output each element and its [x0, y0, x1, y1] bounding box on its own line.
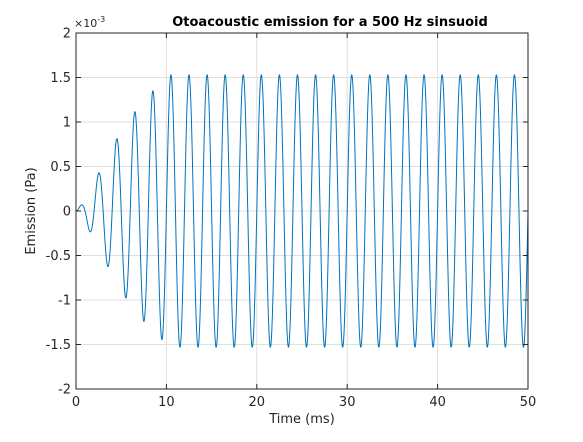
y-tick-label: -1.5 — [46, 338, 71, 353]
y-tick-label: 1 — [63, 116, 71, 131]
x-axis-label: Time (ms) — [268, 412, 335, 427]
y-axis-label: Emission (Pa) — [24, 167, 39, 254]
x-tick-label: 50 — [520, 395, 537, 410]
y-tick-label: 0 — [63, 205, 71, 220]
y-exponent-label: ×10-3 — [74, 15, 105, 30]
y-tick-label: 0.5 — [50, 160, 71, 175]
x-tick-label: 20 — [249, 395, 266, 410]
y-tick-label: 2 — [63, 27, 71, 42]
ticks: 0 10 20 30 40 50 -2 -1.5 -1 -0.5 0 0.5 1 1.5 2 — [46, 27, 537, 411]
y-tick-label: 1.5 — [50, 71, 71, 86]
series-layer — [75, 74, 529, 348]
y-tick-label: -0.5 — [46, 249, 71, 264]
x-tick-label: 10 — [158, 395, 175, 410]
y-tick-label: -1 — [58, 294, 71, 309]
chart-title: Otoacoustic emission for a 500 Hz sinsuo… — [172, 15, 488, 30]
x-tick-label: 30 — [339, 395, 356, 410]
x-tick-label: 40 — [429, 395, 446, 410]
series-line-0 — [75, 74, 529, 348]
y-tick-label: -2 — [58, 383, 71, 398]
x-tick-label: 0 — [72, 395, 80, 410]
